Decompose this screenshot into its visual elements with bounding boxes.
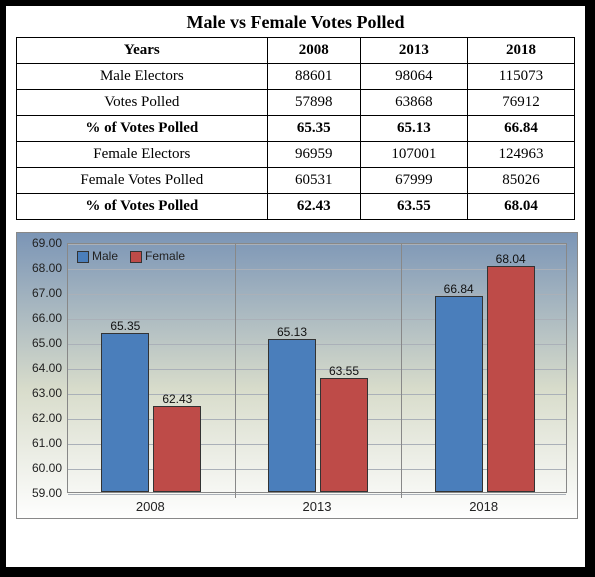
y-axis-label: 61.00 <box>17 436 62 450</box>
table-cell: 66.84 <box>467 116 574 142</box>
category-separator <box>235 244 236 498</box>
grid-line <box>68 494 566 495</box>
table-cell: 88601 <box>267 64 360 90</box>
row-label: Male Electors <box>17 64 268 90</box>
table-header: 2018 <box>467 38 574 64</box>
bar-value-label: 68.04 <box>496 252 526 266</box>
table-row: % of Votes Polled65.3565.1366.84 <box>17 116 575 142</box>
table-cell: 67999 <box>360 168 467 194</box>
bar-value-label: 65.35 <box>110 319 140 333</box>
bar-value-label: 63.55 <box>329 364 359 378</box>
table-cell: 124963 <box>467 142 574 168</box>
table-header: 2013 <box>360 38 467 64</box>
bar-male <box>101 333 149 492</box>
bar-value-label: 65.13 <box>277 325 307 339</box>
votes-table: Years200820132018 Male Electors886019806… <box>16 37 575 220</box>
x-axis-label: 2013 <box>303 499 332 514</box>
grid-line <box>68 244 566 245</box>
table-cell: 96959 <box>267 142 360 168</box>
bar-female <box>320 378 368 492</box>
table-header: Years <box>17 38 268 64</box>
table-cell: 65.13 <box>360 116 467 142</box>
table-cell: 85026 <box>467 168 574 194</box>
table-cell: 65.35 <box>267 116 360 142</box>
y-axis-label: 59.00 <box>17 486 62 500</box>
bar-male <box>268 339 316 492</box>
bar-male <box>435 296 483 492</box>
y-axis-label: 69.00 <box>17 236 62 250</box>
y-axis-label: 64.00 <box>17 361 62 375</box>
votes-chart: MaleFemale 65.3562.4365.1363.5566.8468.0… <box>16 232 578 519</box>
y-axis-label: 68.00 <box>17 261 62 275</box>
table-row: Male Electors8860198064115073 <box>17 64 575 90</box>
table-cell: 57898 <box>267 90 360 116</box>
table-cell: 68.04 <box>467 194 574 220</box>
y-axis-label: 66.00 <box>17 311 62 325</box>
x-axis-label: 2008 <box>136 499 165 514</box>
y-axis-label: 65.00 <box>17 336 62 350</box>
y-axis-label: 67.00 <box>17 286 62 300</box>
y-axis-label: 60.00 <box>17 461 62 475</box>
table-row: % of Votes Polled62.4363.5568.04 <box>17 194 575 220</box>
x-axis-label: 2018 <box>469 499 498 514</box>
table-header: 2008 <box>267 38 360 64</box>
bar-value-label: 66.84 <box>444 282 474 296</box>
row-label: Female Votes Polled <box>17 168 268 194</box>
y-axis-label: 63.00 <box>17 386 62 400</box>
page-title: Male vs Female Votes Polled <box>16 12 575 33</box>
category-separator <box>401 244 402 498</box>
table-row: Female Votes Polled605316799985026 <box>17 168 575 194</box>
row-label: % of Votes Polled <box>17 194 268 220</box>
table-row: Votes Polled578986386876912 <box>17 90 575 116</box>
row-label: % of Votes Polled <box>17 116 268 142</box>
table-cell: 107001 <box>360 142 467 168</box>
table-cell: 63.55 <box>360 194 467 220</box>
table-cell: 98064 <box>360 64 467 90</box>
bar-female <box>153 406 201 492</box>
row-label: Female Electors <box>17 142 268 168</box>
table-cell: 60531 <box>267 168 360 194</box>
y-axis-label: 62.00 <box>17 411 62 425</box>
bar-female <box>487 266 535 492</box>
row-label: Votes Polled <box>17 90 268 116</box>
table-cell: 63868 <box>360 90 467 116</box>
table-cell: 62.43 <box>267 194 360 220</box>
table-cell: 76912 <box>467 90 574 116</box>
table-cell: 115073 <box>467 64 574 90</box>
table-row: Female Electors96959107001124963 <box>17 142 575 168</box>
bar-value-label: 62.43 <box>162 392 192 406</box>
